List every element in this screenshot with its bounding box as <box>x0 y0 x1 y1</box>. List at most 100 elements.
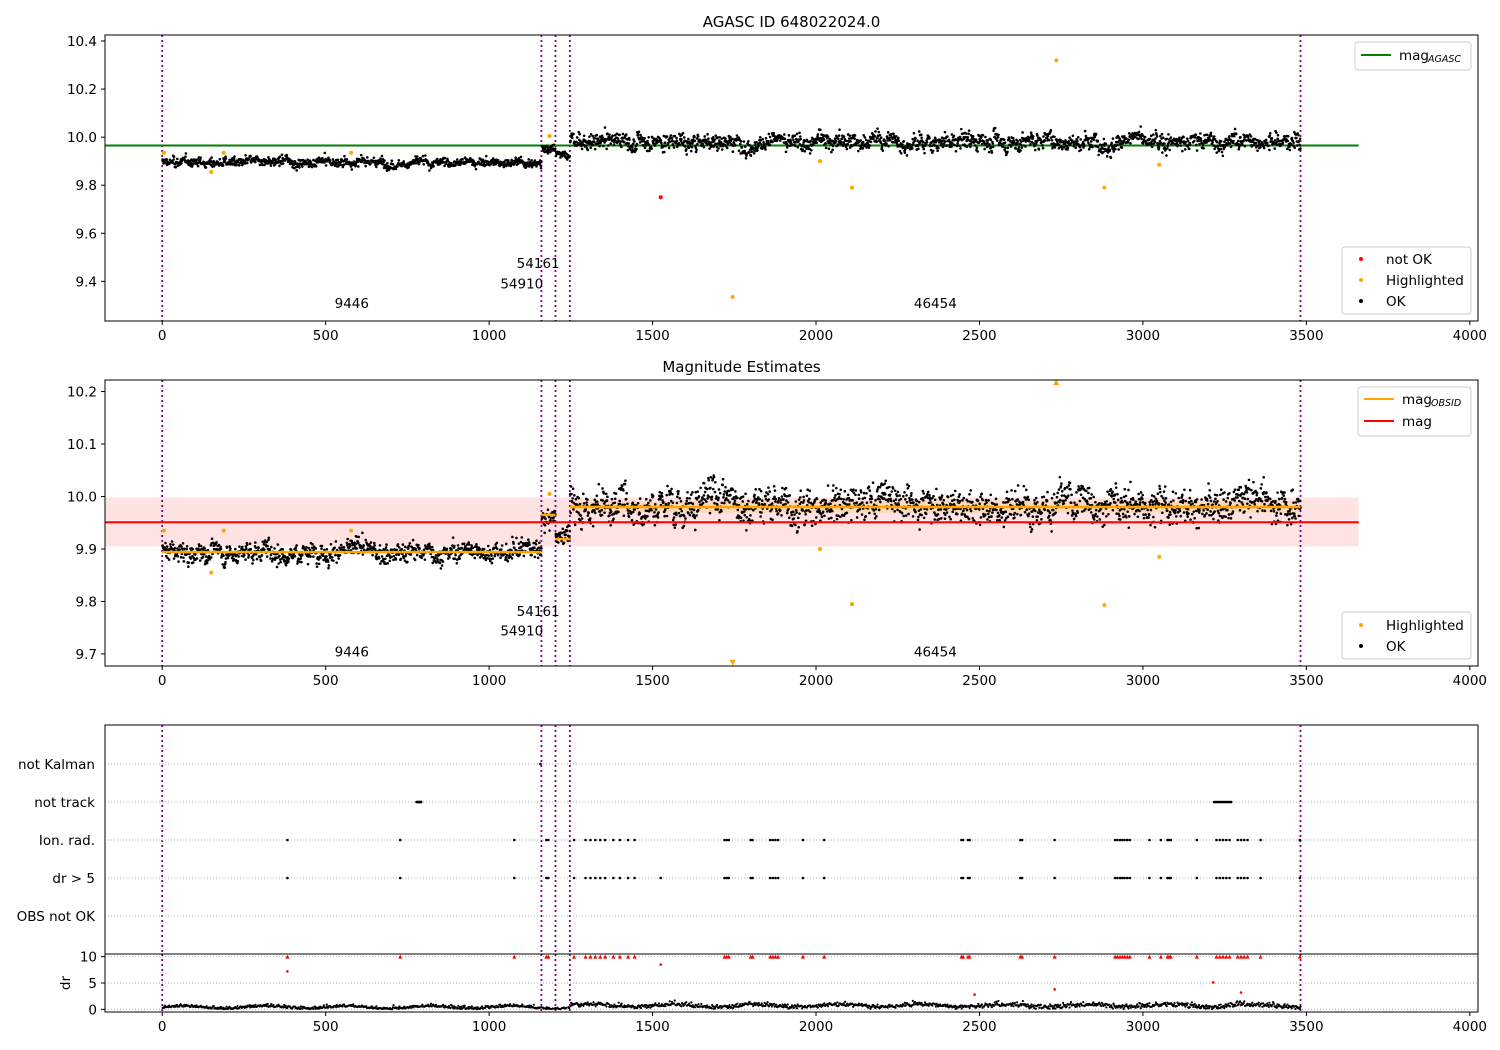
ok-point <box>904 148 907 151</box>
ok-point <box>416 157 420 161</box>
x-tick-label: 500 <box>313 328 339 344</box>
ok-point <box>535 165 538 168</box>
ok-point <box>362 544 365 547</box>
ok-point <box>898 494 901 497</box>
ok-point <box>1079 138 1082 141</box>
ok-point <box>712 475 716 479</box>
ok-point <box>239 157 242 161</box>
ok-point <box>406 547 410 550</box>
ok-point <box>855 516 859 519</box>
ok-point <box>1221 154 1225 158</box>
ok-point <box>660 141 663 145</box>
ok-point <box>309 555 312 558</box>
ok-point <box>895 494 899 498</box>
ok-point <box>899 497 903 501</box>
ok-point <box>467 543 471 546</box>
ok-point <box>744 492 747 496</box>
ok-point <box>1205 141 1208 144</box>
ok-point <box>306 562 310 566</box>
ok-point <box>817 137 820 140</box>
ok-point <box>988 509 991 513</box>
ok-point <box>773 495 776 499</box>
ok-point <box>651 494 655 498</box>
ok-point <box>1206 133 1209 137</box>
ok-point <box>794 500 798 503</box>
ok-point <box>606 495 609 499</box>
ok-point <box>530 159 533 162</box>
ok-point <box>897 136 900 140</box>
ok-point <box>434 554 438 557</box>
ok-point <box>390 548 394 552</box>
ok-point <box>985 509 989 512</box>
ok-point <box>296 559 300 563</box>
ok-point <box>925 140 929 144</box>
ok-point <box>633 508 637 511</box>
ok-point <box>563 530 566 534</box>
ok-point <box>1159 141 1163 145</box>
ok-point <box>317 558 320 561</box>
ok-point <box>814 522 817 526</box>
ok-point <box>653 503 657 506</box>
ok-point <box>613 501 617 505</box>
ok-point <box>933 498 937 502</box>
ok-point <box>673 134 677 138</box>
ok-point <box>869 140 873 144</box>
ok-point <box>650 147 653 150</box>
ok-point <box>784 502 787 506</box>
ok-point <box>889 497 892 501</box>
ok-point <box>987 499 990 502</box>
ok-point <box>198 559 202 562</box>
ok-point <box>917 147 920 151</box>
ok-point <box>872 509 876 512</box>
ok-point <box>729 135 732 139</box>
ok-point <box>824 142 827 145</box>
ok-point <box>795 511 798 514</box>
ok-point <box>545 144 549 148</box>
ok-point <box>895 135 898 138</box>
ok-point <box>1031 135 1035 138</box>
ok-point <box>799 135 802 138</box>
ok-point <box>595 133 599 137</box>
ok-point <box>298 166 301 169</box>
ok-point <box>798 512 801 515</box>
ok-point <box>503 552 507 556</box>
ok-point <box>638 497 642 500</box>
ok-point <box>632 138 635 141</box>
ok-point <box>287 560 290 563</box>
ok-point <box>1262 144 1265 148</box>
ok-point <box>177 560 180 563</box>
ok-point <box>687 511 690 515</box>
ok-point <box>979 495 982 499</box>
ok-point <box>913 139 917 143</box>
ok-point <box>451 536 455 539</box>
highlighted-point <box>209 169 214 174</box>
ok-point <box>859 490 863 494</box>
ok-point <box>707 495 711 499</box>
ok-point <box>1276 133 1280 137</box>
ok-point <box>911 515 915 518</box>
ok-point <box>792 510 795 514</box>
ok-point <box>1166 144 1169 148</box>
ok-point <box>652 141 655 145</box>
ok-point <box>878 498 881 501</box>
ok-point <box>819 128 822 132</box>
ok-point <box>721 477 725 481</box>
ok-point <box>689 493 693 496</box>
ok-point <box>164 541 167 545</box>
ok-point <box>342 546 346 549</box>
ok-point <box>944 513 947 517</box>
ok-point <box>885 142 888 146</box>
ok-point <box>623 482 627 486</box>
ok-point <box>1014 147 1018 150</box>
ok-point <box>277 562 280 565</box>
ok-point <box>725 496 728 500</box>
ok-point <box>314 164 318 168</box>
ok-point <box>1024 488 1028 492</box>
highlighted-point <box>1157 162 1162 167</box>
ok-point <box>907 484 911 488</box>
ok-point <box>826 135 830 138</box>
ok-point <box>494 162 497 166</box>
ok-point <box>1009 513 1013 516</box>
ok-point <box>293 554 297 558</box>
ok-point <box>917 515 920 519</box>
